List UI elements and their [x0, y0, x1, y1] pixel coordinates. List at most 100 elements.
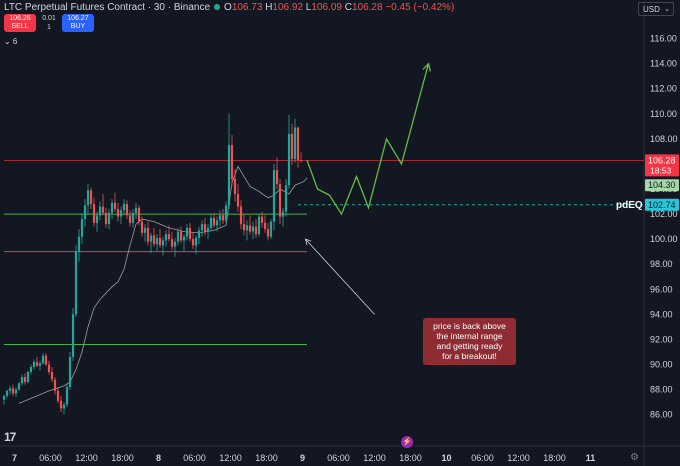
price-change: −0.45 (−0.42%): [385, 2, 455, 13]
annotation-arrow: [305, 238, 375, 315]
ohlc-value: 106.92: [272, 2, 306, 13]
candle-body: [110, 202, 114, 213]
candle-body: [5, 390, 9, 396]
candle-body: [266, 229, 270, 237]
candle-body: [221, 215, 225, 221]
candle-body: [161, 240, 165, 246]
x-tick-label: 12:00: [219, 453, 242, 463]
price-label-bg: [645, 198, 679, 211]
candle-body: [197, 230, 201, 238]
candle-body: [107, 212, 111, 225]
candle-body: [50, 372, 54, 380]
buy-button[interactable]: 106.27 BUY: [62, 14, 94, 32]
candle-body: [236, 194, 240, 207]
candle-body: [152, 235, 156, 245]
x-tick-label: 7: [12, 453, 17, 463]
x-tick-label: 06:00: [327, 453, 350, 463]
y-tick-label: 88.00: [650, 385, 673, 395]
x-tick-label: 8: [156, 453, 161, 463]
candle-body: [251, 226, 255, 232]
candle-body: [176, 231, 180, 242]
candle-body: [20, 377, 24, 384]
sell-button[interactable]: 106.26 SELL: [4, 14, 36, 32]
y-tick-label: 116.00: [650, 34, 677, 44]
y-tick-label: 110.00: [650, 109, 677, 119]
candle-body: [209, 217, 213, 228]
candle-body: [26, 372, 30, 383]
candle-body: [71, 314, 75, 357]
candle-body: [86, 190, 90, 206]
ohlc-value: 106.73: [231, 2, 266, 13]
y-tick-label: 114.00: [650, 59, 677, 69]
candle-body: [257, 216, 261, 235]
tradingview-logo-icon[interactable]: 17: [4, 430, 16, 444]
candle-body: [149, 235, 153, 242]
candle-body: [218, 215, 222, 221]
candle-body: [281, 211, 285, 217]
countdown-label: 18:53: [650, 165, 672, 175]
y-tick-label: 86.00: [650, 410, 673, 420]
annotation-callout[interactable]: price is back above the internal range a…: [423, 318, 516, 365]
symbol-title[interactable]: LTC Perpetual Futures Contract · 30 · Bi…: [4, 2, 211, 13]
candle-body: [215, 220, 219, 226]
candle-body: [230, 145, 234, 179]
y-tick-label: 94.00: [650, 309, 673, 319]
candle-body: [269, 221, 273, 237]
candle-body: [296, 127, 300, 161]
candle-body: [164, 234, 168, 241]
ohlc-label: L: [305, 2, 312, 13]
indicators-toggle[interactable]: ⌄ 6: [4, 37, 18, 46]
market-open-icon: [214, 4, 221, 11]
candle-body: [89, 190, 93, 205]
candle-body: [290, 133, 294, 159]
candle-body: [2, 395, 6, 400]
ohlc-value: 106.09: [311, 2, 345, 13]
candle-body: [158, 237, 162, 246]
x-tick-label: 10: [441, 453, 451, 463]
ohlc-label: C: [344, 2, 352, 13]
candle-body: [194, 237, 198, 246]
candle-body: [212, 217, 216, 226]
candle-body: [80, 219, 84, 237]
gear-icon[interactable]: ⚙: [630, 452, 639, 463]
candle-body: [68, 356, 72, 388]
candle-body: [167, 234, 171, 240]
price-label: 106.28: [648, 155, 676, 165]
candle-body: [263, 222, 267, 230]
ohlc-value: 106.28: [351, 2, 386, 13]
x-tick-label: 12:00: [507, 453, 530, 463]
candle-body: [299, 160, 303, 161]
x-tick-label: 06:00: [39, 453, 62, 463]
candle-body: [239, 206, 243, 225]
moving-average-line: [18, 165, 308, 404]
candle-body: [182, 236, 186, 241]
candle-body: [116, 209, 120, 217]
candle-body: [62, 404, 66, 409]
candle-body: [23, 377, 27, 383]
candle-body: [38, 363, 42, 366]
candle-body: [35, 362, 39, 366]
currency-select[interactable]: USD ⌄: [638, 2, 674, 16]
candle-body: [14, 389, 18, 394]
y-tick-label: 92.00: [650, 334, 673, 344]
y-tick-label: 108.00: [650, 134, 678, 144]
candle-body: [227, 145, 231, 206]
candle-body: [143, 227, 147, 233]
candle-body: [56, 390, 60, 401]
quantity-field[interactable]: 0.01 1: [42, 15, 56, 31]
candle-body: [98, 206, 102, 216]
y-tick-label: 100.00: [650, 234, 678, 244]
candle-body: [293, 127, 297, 159]
lightning-icon[interactable]: ⚡: [401, 436, 413, 448]
candle-body: [203, 224, 207, 232]
candle-body: [11, 388, 15, 394]
price-label-bg: [645, 179, 679, 192]
candle-body: [8, 388, 12, 391]
candle-body: [242, 224, 246, 231]
candle-body: [155, 237, 159, 245]
candle-body: [74, 251, 78, 315]
candle-body: [233, 178, 237, 195]
candle-body: [206, 227, 210, 232]
candle-body: [173, 241, 177, 247]
